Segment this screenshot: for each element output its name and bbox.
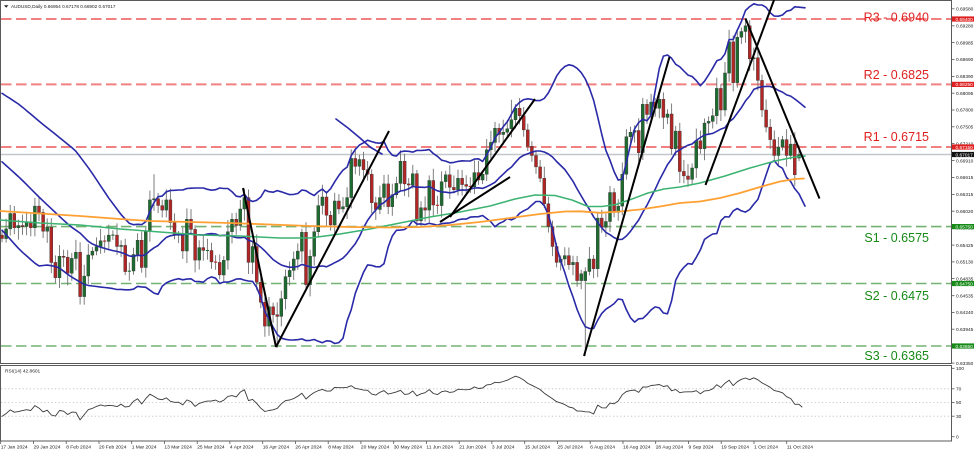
- svg-text:0.69400: 0.69400: [956, 17, 974, 23]
- svg-text:0.68095: 0.68095: [956, 91, 974, 97]
- svg-text:28 Aug 2024: 28 Aug 2024: [656, 445, 684, 451]
- svg-text:0.65425: 0.65425: [956, 243, 974, 249]
- svg-text:R1 - 0.6715: R1 - 0.6715: [864, 130, 929, 144]
- svg-text:S3 - 0.6365: S3 - 0.6365: [864, 349, 929, 363]
- svg-text:0.67505: 0.67505: [956, 125, 974, 131]
- svg-text:0.67210: 0.67210: [956, 141, 974, 147]
- svg-text:16 Aug 2024: 16 Aug 2024: [623, 445, 651, 451]
- svg-text:S1 - 0.6575: S1 - 0.6575: [864, 231, 929, 245]
- svg-text:17 Jan 2024: 17 Jan 2024: [1, 445, 28, 451]
- svg-text:0.64750: 0.64750: [956, 281, 974, 287]
- svg-text:11 Oct 2024: 11 Oct 2024: [787, 445, 814, 451]
- svg-text:0.66020: 0.66020: [956, 209, 974, 215]
- svg-text:0.68690: 0.68690: [956, 57, 974, 63]
- svg-text:R3 - 0.6940: R3 - 0.6940: [864, 10, 929, 24]
- svg-text:21 Jun 2024: 21 Jun 2024: [459, 445, 486, 451]
- svg-text:30: 30: [956, 414, 962, 420]
- svg-text:0.66315: 0.66315: [956, 192, 974, 198]
- svg-text:0.66910: 0.66910: [956, 158, 974, 164]
- svg-text:0.66615: 0.66615: [956, 175, 974, 181]
- svg-text:70: 70: [956, 387, 962, 393]
- svg-text:RSI(14) 42.8601: RSI(14) 42.8601: [5, 369, 41, 375]
- svg-text:8 May 2024: 8 May 2024: [328, 445, 354, 451]
- svg-text:100: 100: [956, 366, 964, 372]
- svg-text:1 Oct 2024: 1 Oct 2024: [754, 445, 778, 451]
- svg-text:30 May 2024: 30 May 2024: [394, 445, 423, 451]
- svg-text:0.64240: 0.64240: [956, 310, 974, 316]
- svg-text:0.63945: 0.63945: [956, 327, 974, 333]
- svg-text:0.68250: 0.68250: [956, 82, 974, 88]
- svg-text:26 Apr 2024: 26 Apr 2024: [295, 445, 322, 451]
- svg-text:0.69280: 0.69280: [956, 24, 974, 30]
- svg-text:29 Jan 2024: 29 Jan 2024: [34, 445, 61, 451]
- svg-text:25 Jul 2024: 25 Jul 2024: [558, 445, 584, 451]
- svg-text:3 Jul 2024: 3 Jul 2024: [492, 445, 515, 451]
- svg-text:0.67150: 0.67150: [956, 145, 974, 151]
- svg-text:8 Feb 2024: 8 Feb 2024: [66, 445, 91, 451]
- svg-text:AUDUSD,Daily 0.66954 0.67178: AUDUSD,Daily 0.66954 0.67178 0.66902 0.6…: [11, 4, 116, 9]
- svg-text:0.68985: 0.68985: [956, 40, 974, 46]
- svg-text:0.64835: 0.64835: [956, 276, 974, 282]
- svg-text:0.64535: 0.64535: [956, 293, 974, 299]
- svg-text:19 Sep 2024: 19 Sep 2024: [721, 445, 749, 451]
- svg-text:0.65130: 0.65130: [956, 260, 974, 266]
- svg-text:0.63350: 0.63350: [956, 361, 974, 367]
- svg-text:15 Jul 2024: 15 Jul 2024: [525, 445, 551, 451]
- svg-text:0.65750: 0.65750: [956, 224, 974, 230]
- svg-text:0.63650: 0.63650: [956, 344, 974, 350]
- svg-text:0.67800: 0.67800: [956, 108, 974, 114]
- svg-text:0.69580: 0.69580: [956, 7, 974, 13]
- svg-text:9 Sep 2024: 9 Sep 2024: [689, 445, 714, 451]
- svg-text:S2 - 0.6475: S2 - 0.6475: [864, 289, 929, 303]
- svg-text:11 Jun 2024: 11 Jun 2024: [426, 445, 453, 451]
- svg-text:0: 0: [956, 434, 959, 440]
- svg-text:0.68390: 0.68390: [956, 74, 974, 80]
- svg-text:20 May 2024: 20 May 2024: [361, 445, 390, 451]
- svg-text:R2 - 0.6825: R2 - 0.6825: [864, 68, 929, 82]
- svg-text:4 Apr 2024: 4 Apr 2024: [230, 445, 254, 451]
- svg-text:6 Aug 2024: 6 Aug 2024: [590, 445, 615, 451]
- svg-text:16 Apr 2024: 16 Apr 2024: [263, 445, 290, 451]
- svg-text:25 Mar 2024: 25 Mar 2024: [197, 445, 225, 451]
- svg-text:20 Feb 2024: 20 Feb 2024: [99, 445, 127, 451]
- svg-text:0.67017: 0.67017: [956, 152, 974, 158]
- svg-text:13 Mar 2024: 13 Mar 2024: [164, 445, 192, 451]
- svg-text:50: 50: [956, 400, 962, 406]
- svg-text:1 Mar 2024: 1 Mar 2024: [132, 445, 157, 451]
